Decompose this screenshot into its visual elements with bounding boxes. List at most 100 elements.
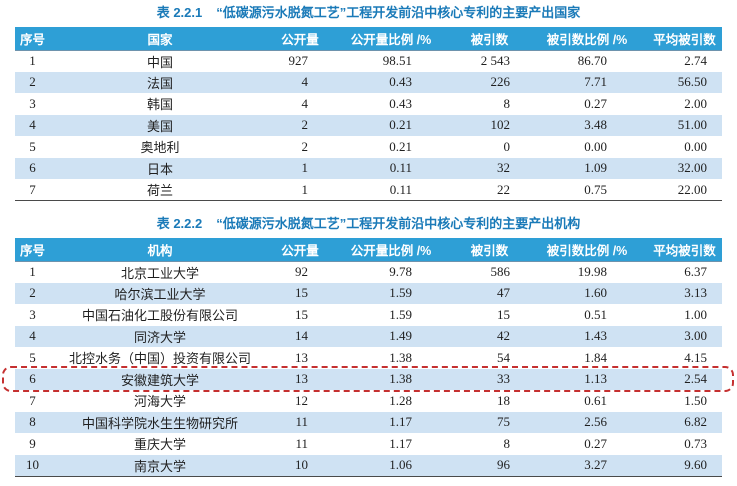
table-cell: 1.49	[389, 328, 412, 344]
column-header: 序号	[15, 238, 50, 262]
table-cell: 8	[503, 435, 511, 451]
table-cell: 1.09	[584, 160, 607, 176]
table-cell: 0.43	[389, 95, 412, 111]
table-row: 2 哈尔滨工业大学 15 1.59 47 1.60 3.13	[15, 282, 722, 304]
table-cell: 6	[29, 371, 36, 387]
table-cell: 1.17	[389, 435, 412, 451]
table-cell: 56.50	[677, 74, 707, 90]
table-cell: 1.84	[584, 349, 607, 365]
table-cell: 15	[295, 306, 308, 322]
table-cell: 1.00	[684, 306, 707, 322]
table-cell: 2.00	[684, 95, 707, 111]
table-cell: 1	[29, 264, 36, 279]
table-cell: 51.00	[677, 117, 707, 133]
table-row: 6 日本 1 0.11 32 1.09 32.00	[15, 157, 722, 179]
table-cell: 1.13	[584, 371, 607, 387]
table-cell: 9.60	[684, 457, 707, 472]
table-cell: 6.37	[684, 264, 707, 279]
table-cell: 11	[295, 414, 308, 430]
table-cell: 韩国	[146, 97, 173, 113]
table-cell: 重庆大学	[133, 437, 186, 453]
table-221-title: 表 2.2.1 “低碳源污水脱氮工艺”工程开发前沿中核心专利的主要产出国家	[15, 5, 722, 21]
table-cell: 安徽建筑大学	[120, 372, 199, 388]
table-cell: 8	[29, 414, 36, 430]
table-cell: 13	[295, 371, 308, 387]
table-cell: 47	[497, 285, 510, 301]
table-cell: 22.00	[677, 181, 707, 197]
table-cell: 9	[29, 435, 36, 451]
table-221-section: 表 2.2.1 “低碳源污水脱氮工艺”工程开发前沿中核心专利的主要产出国家 序号国…	[15, 5, 722, 201]
table-cell: 14	[295, 328, 308, 344]
table-cell: 4	[301, 74, 309, 90]
table-cell: 1.17	[389, 414, 412, 430]
table-cell: 13	[295, 349, 308, 365]
table-cell: 18	[497, 392, 510, 408]
table-cell: 42	[497, 328, 510, 344]
column-header: 国家	[50, 27, 270, 51]
table-cell: 1.59	[389, 285, 412, 301]
table-cell: 0.21	[389, 117, 412, 133]
table-cell: 奥地利	[140, 140, 180, 156]
table-cell: 2.54	[684, 371, 707, 387]
table-cell: 0.00	[684, 138, 707, 154]
table-cell: 1.06	[389, 457, 412, 472]
table-cell: 0.51	[584, 306, 607, 322]
table-cell: 102	[490, 117, 511, 133]
table-cell: 0.75	[584, 181, 607, 197]
table-cell: 6.82	[684, 414, 707, 430]
table-cell: 3	[29, 95, 36, 111]
column-header: 被引数	[452, 238, 527, 262]
table-222-title-text: “低碳源污水脱氮工艺”工程开发前沿中核心专利的主要产出机构	[216, 216, 581, 231]
table-cell: 226	[490, 74, 511, 90]
table-row: 10 南京大学 10 1.06 96 3.27 9.60	[15, 454, 722, 476]
table-cell: 15	[497, 306, 510, 322]
table-cell: 86.70	[577, 53, 607, 68]
table-cell: 南京大学	[133, 458, 186, 474]
table-row: 8 中国科学院水生生物研究所 11 1.17 75 2.56 6.82	[15, 411, 722, 433]
table-cell: 北控水务（中国）投资有限公司	[68, 351, 251, 367]
table-cell: 7	[29, 392, 36, 408]
table-cell: 8	[503, 95, 511, 111]
table-row: 7 河海大学 12 1.28 18 0.61 1.50	[15, 390, 722, 412]
table-cell: 法国	[146, 75, 173, 91]
table-cell: 2	[301, 138, 309, 154]
table-cell: 4	[301, 95, 309, 111]
table-cell: 54	[497, 349, 510, 365]
table-cell: 98.51	[382, 53, 412, 68]
column-header: 公开量	[270, 27, 330, 51]
table-cell: 0.61	[584, 392, 607, 408]
table-cell: 哈尔滨工业大学	[114, 286, 206, 302]
table-cell: 中国	[146, 54, 173, 70]
table-cell: 1.43	[584, 328, 607, 344]
table-cell: 19.98	[577, 264, 607, 279]
table-222-section: 表 2.2.2 “低碳源污水脱氮工艺”工程开发前沿中核心专利的主要产出机构 序号机…	[2, 216, 734, 477]
table-cell: 3.27	[584, 457, 607, 472]
table-222-title-label: 表 2.2.2	[156, 216, 203, 231]
table-cell: 5	[29, 349, 36, 365]
table-222-wrapper: 序号 机构 公开量 公开量比例 /% 被引数 被引数比例 /% 平均被引数 1 北京工业大学 9…	[2, 238, 734, 477]
table-cell: 1	[301, 160, 309, 176]
table-cell: 75	[497, 414, 510, 430]
table-cell: 3.00	[684, 328, 707, 344]
table-221: 序号 国家 公开量 公开量比例 /% 被引数 被引数比例 /% 平均被引数 1 中国 927 98…	[15, 27, 722, 201]
table-cell: 0.43	[389, 74, 412, 90]
table-cell: 1.60	[584, 285, 607, 301]
table-row: 9 重庆大学 11 1.17 8 0.27 0.73	[15, 433, 722, 455]
table-row: 7 荷兰 1 0.11 22 0.75 22.00	[15, 179, 722, 201]
table-cell: 927	[288, 53, 309, 68]
table-cell: 1.38	[389, 349, 412, 365]
column-header: 公开量比例 /%	[330, 27, 452, 51]
column-header: 平均被引数	[647, 27, 722, 51]
table-222-title: 表 2.2.2 “低碳源污水脱氮工艺”工程开发前沿中核心专利的主要产出机构	[15, 216, 722, 232]
column-header: 公开量比例 /%	[330, 238, 452, 262]
table-cell: 荷兰	[146, 183, 173, 198]
table-row: 3 韩国 4 0.43 8 0.27 2.00	[15, 93, 722, 115]
column-header: 被引数比例 /%	[527, 27, 647, 51]
table-cell: 1	[29, 53, 36, 68]
column-header: 被引数比例 /%	[527, 238, 647, 262]
table-cell: 0.27	[584, 95, 607, 111]
table-cell: 10	[295, 457, 308, 472]
table-cell: 11	[295, 435, 308, 451]
table-cell: 9.78	[389, 264, 412, 279]
